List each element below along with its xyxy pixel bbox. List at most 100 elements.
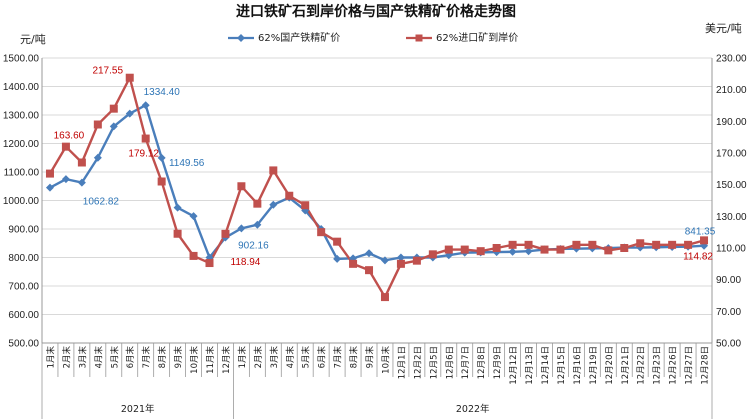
point-marker [269, 166, 278, 175]
data-label: 902.16 [238, 240, 269, 251]
x-tick-label: 6月末 [317, 346, 328, 369]
series-lines [48, 76, 705, 299]
point-marker [476, 247, 485, 256]
x-axis: 1月末 2月末 3月末 4月末 5月末 6月末 7月末 8月末 9月末 10月末 11月末 12月末 1… [41, 58, 713, 419]
point-marker [396, 253, 405, 262]
point-marker [604, 246, 613, 255]
point-marker [269, 200, 278, 209]
x-tick-label: 12月16日 [573, 346, 583, 385]
year-label: 2022年 [456, 403, 490, 415]
point-marker [141, 101, 150, 110]
legend-label-domestic: 62%国产铁精矿价 [258, 31, 340, 44]
point-marker [636, 239, 645, 248]
point-marker [173, 229, 182, 238]
point-marker [157, 177, 166, 186]
chart-title: 进口铁矿石到岸价格与国产铁精矿价格走势图 [236, 3, 516, 20]
left-axis-ticks: 500.00 600.00 700.00 800.00 900.00 1000.00 110… [3, 54, 40, 350]
point-marker [668, 240, 677, 249]
left-axis-unit: 元/吨 [20, 33, 46, 46]
point-marker [205, 259, 214, 268]
point-marker [285, 191, 294, 200]
x-tick-label: 8月末 [157, 346, 168, 369]
x-tick-label: 10月末 [189, 346, 200, 374]
x-tick-label: 12月末 [221, 346, 232, 374]
point-marker [301, 201, 310, 210]
point-marker [684, 240, 693, 249]
point-marker [700, 236, 709, 245]
data-label: 163.60 [54, 131, 85, 142]
point-marker [109, 122, 118, 131]
data-label: 1149.56 [169, 158, 205, 169]
x-tick-label: 11月末 [205, 346, 216, 374]
x-tick-label: 7月末 [333, 346, 344, 369]
point-marker [508, 247, 517, 256]
x-tick-label: 12月28日 [701, 346, 711, 385]
point-marker [61, 142, 70, 151]
x-tick-label: 12月9日 [493, 346, 503, 379]
x-tick-label: 12月2日 [413, 346, 423, 379]
point-marker [189, 251, 198, 260]
right-tick-label: 190.00 [716, 117, 747, 128]
x-tick-label: 4月末 [285, 346, 296, 369]
point-marker [444, 245, 453, 254]
x-tick-label: 12月15日 [557, 346, 567, 385]
left-tick-label: 1000.00 [3, 196, 40, 207]
x-tick-label: 12月1日 [397, 346, 407, 379]
x-tick-label: 7月末 [141, 346, 152, 369]
x-tick-label: 12月5日 [429, 346, 439, 379]
point-marker [189, 212, 198, 221]
data-label: 1334.40 [144, 87, 181, 98]
right-axis-ticks: 50.00 70.00 90.00 110.00 130.00 150.00 170.00 1… [716, 54, 747, 350]
point-marker [620, 244, 629, 252]
point-marker [460, 245, 469, 254]
x-tick-label: 9月末 [173, 346, 184, 369]
x-tick-label: 12月26日 [669, 346, 679, 385]
legend-label-import: 62%进口矿到岸价 [436, 31, 518, 44]
point-marker [492, 244, 501, 252]
left-tick-label: 800.00 [8, 253, 39, 264]
series-line [49, 103, 705, 262]
left-tick-label: 900.00 [8, 225, 39, 236]
x-tick-label: 5月末 [109, 346, 120, 369]
point-marker [253, 220, 262, 229]
x-tick-label: 6月末 [125, 346, 136, 369]
point-marker [93, 153, 102, 162]
point-marker [572, 240, 581, 249]
point-marker [365, 249, 374, 258]
x-tick-label: 8月末 [349, 346, 360, 369]
left-tick-label: 600.00 [8, 310, 39, 321]
point-marker [61, 175, 70, 184]
point-marker [317, 228, 326, 237]
point-marker [349, 259, 358, 268]
x-tick-label: 4月末 [93, 346, 104, 369]
x-tick-label: 2月末 [253, 346, 264, 369]
point-marker [173, 203, 182, 212]
point-marker [93, 120, 102, 129]
data-label: 217.55 [92, 66, 123, 77]
point-marker [237, 182, 246, 191]
right-tick-label: 150.00 [716, 180, 747, 191]
x-tick-label: 12月8日 [477, 346, 487, 379]
data-label: 841.35 [685, 227, 716, 238]
x-tick-label: 12月7日 [461, 346, 471, 379]
legend-item-domestic: 62%国产铁精矿价 [228, 31, 340, 44]
point-marker [109, 104, 118, 113]
data-labels: 217.55 163.60 1334.40 1062.82 1149.56 179.12 9… [54, 66, 716, 268]
x-tick-label: 12月23日 [653, 346, 663, 385]
point-marker [77, 178, 86, 187]
legend-item-import: 62%进口矿到岸价 [406, 31, 518, 44]
x-tick-label: 5月末 [301, 346, 312, 369]
right-tick-label: 50.00 [716, 339, 741, 350]
point-marker [380, 256, 389, 265]
point-marker [652, 240, 661, 249]
right-tick-label: 90.00 [716, 275, 741, 286]
point-marker [556, 245, 565, 254]
series-markers [45, 73, 709, 302]
x-tick-label: 12月21日 [621, 346, 631, 385]
x-tick-label: 12月12日 [509, 346, 519, 385]
x-tick-label: 2月末 [61, 346, 72, 369]
right-axis-unit: 美元/吨 [705, 22, 742, 35]
right-tick-label: 130.00 [716, 212, 747, 223]
left-tick-label: 500.00 [8, 339, 39, 350]
